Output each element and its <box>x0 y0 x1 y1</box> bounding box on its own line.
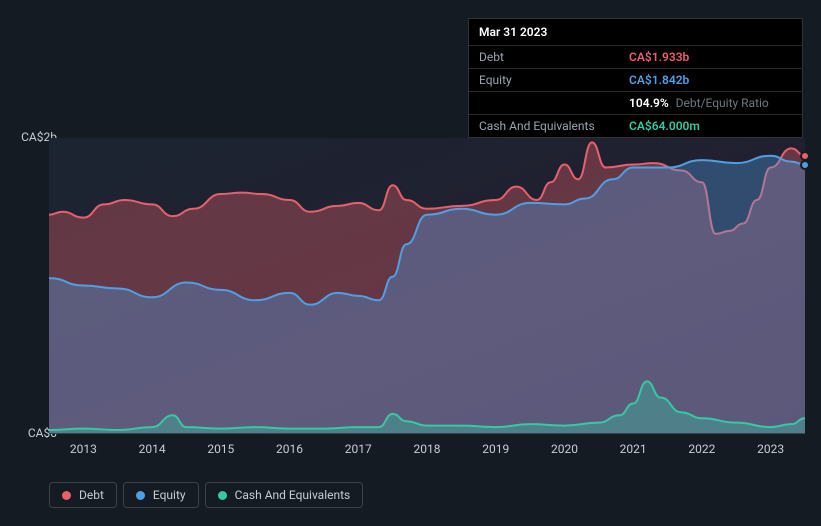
legend-item[interactable]: Equity <box>123 482 199 508</box>
series-end-marker <box>800 160 810 170</box>
x-axis-label: 2015 <box>207 442 234 456</box>
x-axis-label: 2023 <box>757 442 784 456</box>
tooltip-row: EquityCA$1.842b <box>469 69 802 92</box>
x-axis: 2013 2014 2015 2016 2017 2018 2019 2020 2021 2022… <box>49 442 805 460</box>
x-axis-label: 2021 <box>620 442 647 456</box>
x-axis-label: 2013 <box>70 442 97 456</box>
legend: Debt Equity Cash And Equivalents <box>49 482 363 508</box>
tooltip-row-value: 104.9% Debt/Equity Ratio <box>629 96 769 110</box>
legend-label: Cash And Equivalents <box>235 488 351 502</box>
tooltip-row-label: Debt <box>479 50 629 64</box>
x-axis-label: 2016 <box>276 442 303 456</box>
tooltip-row-value: CA$1.933b <box>629 50 689 64</box>
legend-dot-icon <box>62 491 71 500</box>
tooltip-row-label <box>479 96 629 110</box>
x-axis-label: 2017 <box>345 442 372 456</box>
x-axis-label: 2020 <box>551 442 578 456</box>
x-axis-label: 2014 <box>139 442 166 456</box>
legend-dot-icon <box>136 491 145 500</box>
legend-item[interactable]: Debt <box>49 482 117 508</box>
tooltip-row: DebtCA$1.933b <box>469 46 802 69</box>
tooltip-row: 104.9% Debt/Equity Ratio <box>469 92 802 115</box>
chart: CA$0CA$2b 201320142015201620172018201920… <box>17 120 805 470</box>
legend-item[interactable]: Cash And Equivalents <box>205 482 364 508</box>
x-axis-label: 2018 <box>414 442 441 456</box>
x-axis-label: 2019 <box>482 442 509 456</box>
legend-dot-icon <box>218 491 227 500</box>
chart-plot[interactable] <box>49 138 805 434</box>
x-axis-label: 2022 <box>688 442 715 456</box>
legend-label: Debt <box>79 488 104 502</box>
tooltip-row-value: CA$1.842b <box>629 73 689 87</box>
tooltip-date: Mar 31 2023 <box>469 19 802 46</box>
tooltip-row-label: Equity <box>479 73 629 87</box>
legend-label: Equity <box>153 488 186 502</box>
